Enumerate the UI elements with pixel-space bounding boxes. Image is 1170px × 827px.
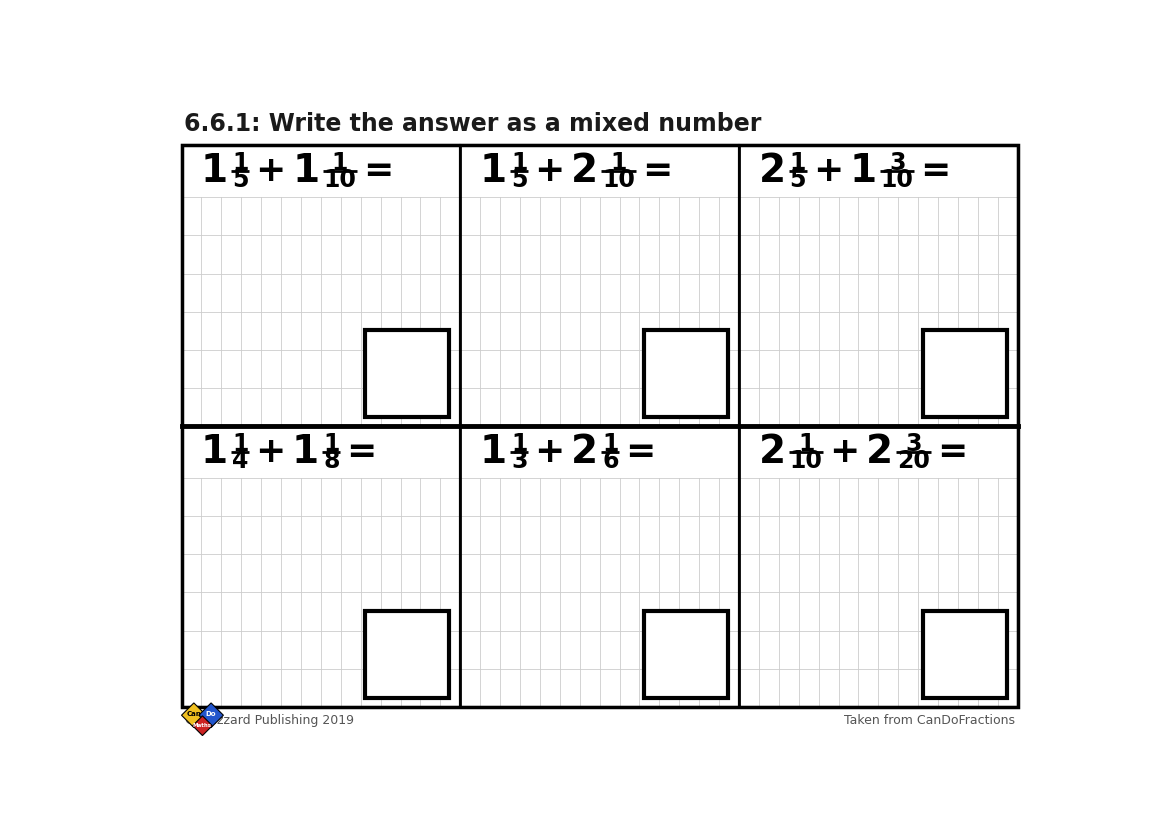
Text: 1: 1	[323, 432, 339, 456]
Text: Can: Can	[186, 710, 201, 717]
Text: 3: 3	[889, 151, 906, 175]
Text: 3: 3	[511, 448, 528, 472]
Text: +: +	[813, 155, 844, 189]
Text: 5: 5	[232, 168, 249, 192]
Text: 1: 1	[611, 151, 627, 175]
Text: 1: 1	[511, 151, 528, 175]
Text: =: =	[937, 435, 968, 469]
Text: 3: 3	[906, 432, 922, 456]
Bar	[460, 426, 739, 707]
Text: +: +	[830, 435, 860, 469]
Text: 2: 2	[866, 433, 893, 471]
Bar	[739, 426, 1018, 707]
Bar	[460, 426, 739, 707]
Bar	[365, 330, 449, 417]
Text: 2: 2	[571, 433, 598, 471]
Text: 1: 1	[480, 433, 507, 471]
Text: 10: 10	[790, 448, 823, 472]
Text: 20: 20	[897, 448, 930, 472]
Text: 1: 1	[292, 152, 319, 190]
Text: 10: 10	[323, 168, 356, 192]
Text: =: =	[346, 435, 377, 469]
Bar	[181, 146, 1018, 707]
Text: 6: 6	[603, 448, 619, 472]
Text: 1: 1	[201, 152, 228, 190]
Text: 5: 5	[511, 168, 528, 192]
Text: 4: 4	[232, 448, 248, 472]
Bar	[739, 146, 1018, 426]
Bar	[739, 146, 1018, 426]
Text: 1: 1	[603, 432, 619, 456]
Bar	[645, 610, 728, 698]
Text: 2: 2	[758, 433, 785, 471]
Text: +: +	[535, 435, 565, 469]
Text: 1: 1	[331, 151, 347, 175]
Text: Do: Do	[206, 710, 216, 717]
Text: 1: 1	[790, 151, 806, 175]
Bar	[739, 426, 1018, 707]
Bar	[923, 610, 1006, 698]
Bar	[365, 610, 449, 698]
Text: 1: 1	[201, 433, 228, 471]
Bar	[181, 426, 460, 707]
Text: +: +	[535, 155, 565, 189]
Text: =: =	[626, 435, 656, 469]
Bar	[181, 146, 460, 426]
Text: 1: 1	[292, 433, 319, 471]
Text: 1: 1	[798, 432, 814, 456]
Text: 2: 2	[758, 152, 785, 190]
Text: 6.6.1: Write the answer as a mixed number: 6.6.1: Write the answer as a mixed numbe…	[184, 112, 762, 136]
Text: 2: 2	[571, 152, 598, 190]
Polygon shape	[181, 703, 206, 728]
Text: 1: 1	[849, 152, 876, 190]
Text: Maths: Maths	[193, 724, 212, 729]
Text: +: +	[255, 155, 285, 189]
Bar	[181, 426, 460, 707]
Bar	[923, 330, 1006, 417]
Polygon shape	[193, 716, 212, 735]
Text: 8: 8	[323, 448, 339, 472]
Text: © Buzzard Publishing 2019: © Buzzard Publishing 2019	[184, 714, 353, 727]
Bar	[460, 146, 739, 426]
Text: =: =	[363, 155, 393, 189]
Bar	[460, 146, 739, 426]
Text: 1: 1	[511, 432, 528, 456]
Text: 10: 10	[603, 168, 635, 192]
Text: 1: 1	[232, 151, 248, 175]
Text: 5: 5	[790, 168, 806, 192]
Text: 10: 10	[881, 168, 914, 192]
Polygon shape	[199, 703, 223, 728]
Text: =: =	[921, 155, 951, 189]
Text: Taken from CanDoFractions: Taken from CanDoFractions	[845, 714, 1016, 727]
Bar	[645, 330, 728, 417]
Text: 1: 1	[480, 152, 507, 190]
Text: 1: 1	[232, 432, 248, 456]
Text: +: +	[255, 435, 285, 469]
Bar	[181, 146, 460, 426]
Text: =: =	[642, 155, 673, 189]
